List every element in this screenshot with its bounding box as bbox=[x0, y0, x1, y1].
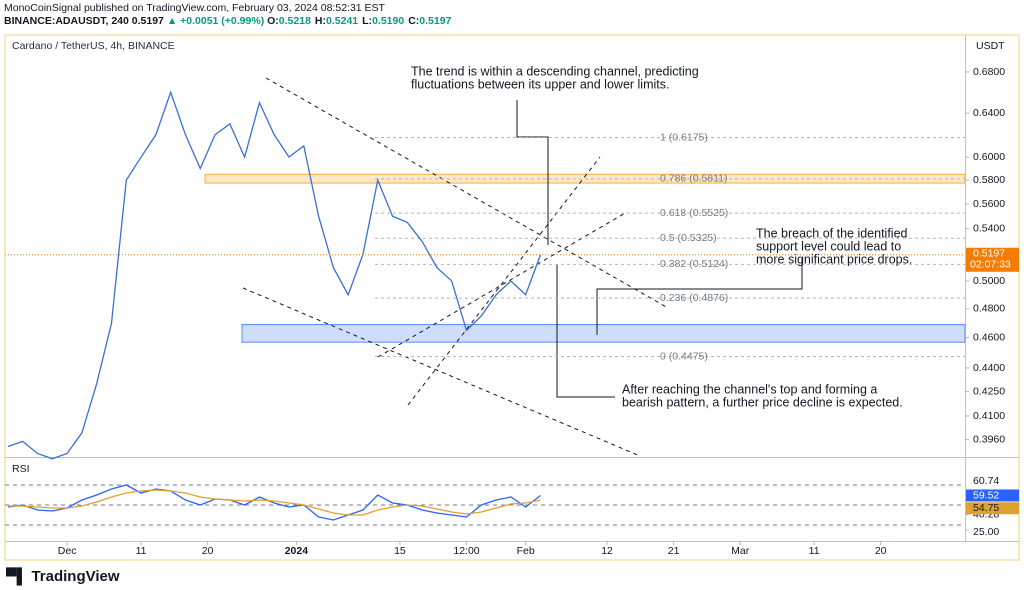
y-tick-label: 0.3960 bbox=[973, 433, 1005, 445]
chart-title: Cardano / TetherUS, 4h, BINANCE bbox=[12, 40, 175, 52]
y-tick-label: 0.4100 bbox=[973, 410, 1005, 422]
fib-label: 0.5 (0.5325) bbox=[660, 232, 717, 244]
rsi-tick-label: 25.00 bbox=[973, 526, 999, 538]
chart: 1 (0.6175) 0.786 (0.5811) 0.618 (0.5525) 0.… bbox=[4, 34, 1020, 561]
channel-line bbox=[377, 211, 628, 358]
fib-label: 0.786 (0.5811) bbox=[660, 173, 728, 185]
logo-text: TradingView bbox=[31, 568, 120, 585]
x-tick-label: Dec bbox=[58, 545, 77, 557]
annotation: The breach of the identified bbox=[756, 226, 908, 240]
channel-line bbox=[407, 156, 601, 406]
ohlc: O:0.5218 H:0.5241 L:0.5190 C:0.5197 bbox=[267, 15, 455, 27]
logo: ▀▌ TradingView bbox=[6, 568, 120, 585]
ohlc-value: 0.5197 bbox=[419, 15, 452, 27]
fib-label: 1 (0.6175) bbox=[660, 131, 708, 143]
rsi-value-label: 54.75 bbox=[973, 502, 999, 514]
callout bbox=[596, 258, 803, 335]
x-tick-label: 12:00 bbox=[453, 545, 479, 557]
y-tick-label: 0.5400 bbox=[973, 222, 1005, 234]
ohlc-value: 0.5190 bbox=[372, 15, 405, 27]
y-tick-label: 0.5800 bbox=[973, 174, 1005, 186]
y-axis-label: USDT bbox=[976, 40, 1005, 52]
y-tick-label: 0.5000 bbox=[973, 275, 1005, 287]
ohlc-value: 0.5241 bbox=[326, 15, 359, 27]
line bbox=[7, 484, 541, 521]
rsi-value-box bbox=[966, 489, 1019, 502]
annotation: more significant price drops. bbox=[756, 252, 912, 266]
ohlc-label: O: bbox=[267, 15, 279, 27]
symbol-line: BINANCE:ADAUSDT, 240 0.5197 ▲ +0.0051 (+… bbox=[4, 15, 455, 27]
channel-line bbox=[265, 77, 669, 309]
y-tick-label: 0.6400 bbox=[973, 107, 1005, 119]
y-tick-label: 0.6000 bbox=[973, 151, 1005, 163]
annotation: The trend is within a descending channel… bbox=[411, 64, 699, 78]
x-tick-label: 21 bbox=[668, 545, 680, 557]
rsi-value-box bbox=[966, 502, 1019, 515]
y-tick-label: 0.4600 bbox=[973, 332, 1005, 344]
frame bbox=[4, 34, 1020, 561]
ohlc-label: C: bbox=[408, 15, 420, 27]
ohlc-label: L: bbox=[362, 15, 373, 27]
ohlc-label: H: bbox=[314, 15, 327, 27]
annotation: bearish pattern, a further price decline… bbox=[622, 395, 903, 409]
callout bbox=[556, 265, 615, 398]
x-tick-label: 20 bbox=[875, 545, 887, 557]
fib-label: 0.382 (0.5124) bbox=[660, 258, 728, 270]
rsi-tick-label: 60.74 bbox=[973, 475, 999, 487]
annotation: fluctuations between its upper and lower… bbox=[411, 77, 669, 91]
fib-label: 0.236 (0.4876) bbox=[660, 292, 728, 304]
ohlc-value: 0.5218 bbox=[278, 15, 311, 27]
symbol: BINANCE:ADAUSDT, 240 bbox=[4, 15, 129, 27]
x-tick-label: 15 bbox=[394, 545, 406, 557]
annotation: After reaching the channel's top and for… bbox=[622, 382, 877, 396]
x-tick-label: 11 bbox=[136, 545, 147, 557]
y-tick-label: 0.6800 bbox=[973, 66, 1005, 78]
countdown: 02:07:33 bbox=[970, 259, 1011, 271]
annotation: support level could lead to bbox=[756, 239, 901, 253]
x-tick-label: Mar bbox=[731, 545, 750, 557]
line bbox=[7, 489, 541, 516]
y-tick-label: 0.4800 bbox=[973, 303, 1005, 315]
last-price-label: 0.5197 bbox=[973, 248, 1005, 260]
fib-label: 0 (0.4475) bbox=[660, 350, 708, 362]
x-tick-label: 12 bbox=[601, 545, 613, 557]
fib-label: 0.618 (0.5525) bbox=[660, 207, 728, 219]
x-tick-label: 20 bbox=[202, 545, 214, 557]
drawings bbox=[242, 77, 669, 457]
change: ▲ +0.0051 (+0.99%) bbox=[166, 15, 265, 27]
x-tick-label: 11 bbox=[809, 545, 820, 557]
zone bbox=[241, 324, 966, 343]
callout bbox=[516, 100, 549, 245]
line bbox=[7, 90, 542, 460]
rsi-title: RSI bbox=[12, 463, 30, 475]
callouts bbox=[516, 100, 803, 398]
y-tick-label: 0.5600 bbox=[973, 198, 1005, 210]
y-tick-label: 0.4250 bbox=[973, 385, 1005, 397]
publisher: MonoCoinSignal published on TradingView.… bbox=[4, 2, 385, 14]
rsi-value-label: 59.52 bbox=[973, 489, 999, 501]
channel-line bbox=[242, 287, 641, 457]
x-tick-label: Feb bbox=[517, 545, 535, 557]
y-tick-label: 0.4400 bbox=[973, 362, 1005, 374]
last-price-box bbox=[966, 247, 1019, 272]
last: 0.5197 bbox=[131, 15, 164, 27]
x-tick-label: 2024 bbox=[285, 545, 309, 557]
